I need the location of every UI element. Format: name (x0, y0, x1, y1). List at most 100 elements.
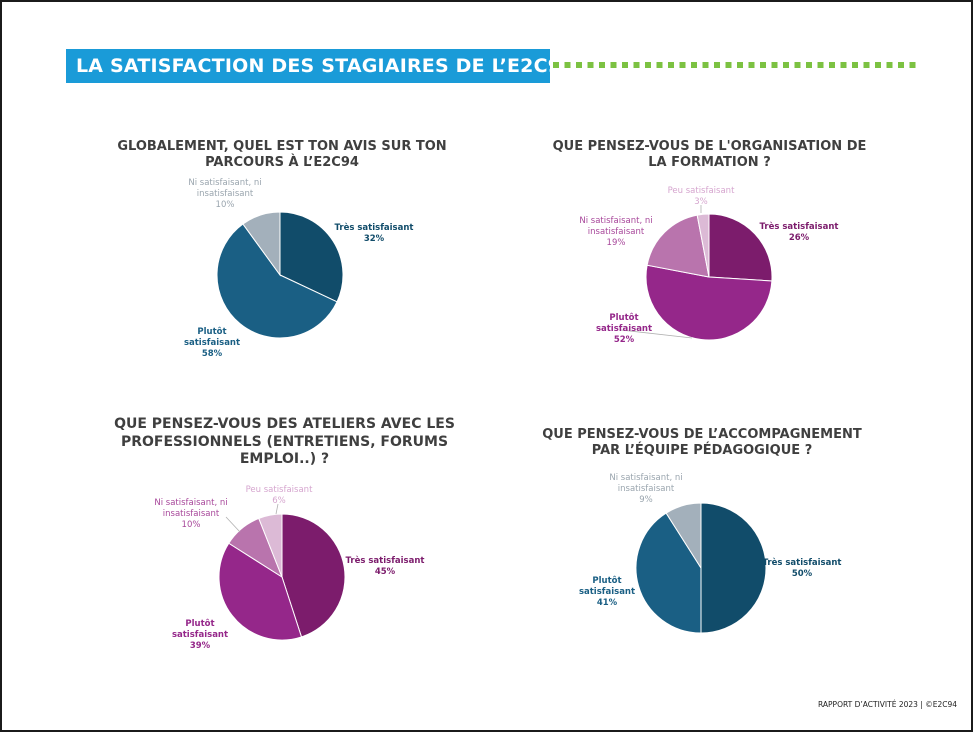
leader-line (620, 329, 693, 339)
header-dot (760, 62, 766, 68)
pie-slice (696, 213, 710, 278)
pie-slice (646, 214, 710, 278)
header-dot (714, 62, 720, 68)
chart-title-line: QUE PENSEZ-VOUS DE L'ORGANISATION DE (552, 139, 867, 154)
slice-label: Plutôt satisfaisant 39% (172, 618, 228, 651)
chart-title-line: GLOBALEMENT, QUEL EST TON AVIS SUR TON (117, 139, 447, 154)
header-dot (553, 62, 559, 68)
slice-label-line: insatisfaisant (197, 189, 254, 199)
header-dot (576, 62, 582, 68)
slice-label-line: Très satisfaisant (760, 221, 839, 232)
header-dot (909, 62, 916, 68)
header-dot (794, 62, 801, 68)
page-title: LA SATISFACTION DES STAGIAIRES DE L’E2C9… (76, 55, 575, 77)
pie-slice (645, 264, 773, 341)
slice-label-line: insatisfaisant (618, 484, 675, 494)
slice-value-label: 52% (614, 335, 635, 345)
slice-label-line: Plutôt (185, 618, 214, 629)
header-dot (633, 62, 640, 68)
slice-value-label: 39% (190, 641, 211, 651)
slice-label-line: satisfaisant (172, 630, 228, 640)
header-dot (771, 62, 778, 68)
header-dot (702, 62, 709, 68)
slice-label-line: Ni satisfaisant, ni (609, 473, 682, 483)
slice-value-label: 3% (694, 197, 708, 207)
chart-title-line: EMPLOI..) ? (239, 451, 330, 467)
pie-slice (281, 513, 346, 638)
slice-label-line: insatisfaisant (163, 509, 220, 519)
slice-value-label: 19% (607, 238, 626, 248)
slice-label-line: insatisfaisant (588, 227, 645, 237)
pie-slice (216, 223, 338, 339)
header-dot (886, 62, 893, 68)
header-dot (875, 62, 881, 68)
slice-label-line: Ni satisfaisant, ni (154, 498, 227, 508)
slice-value-label: 10% (182, 520, 201, 530)
chart-4-pie: Très satisfaisant 50% Plutôt satisfaisant 41… (579, 473, 842, 634)
chart-4-title: QUE PENSEZ-VOUS DE L’ACCOMPAGNEMENT PAR L… (532, 427, 872, 460)
slice-label-line: Peu satisfaisant (668, 186, 735, 196)
chart-1-pie: Très satisfaisant 32% Plutôt satisfaisant 58… (184, 178, 414, 359)
slice-label: Peu satisfaisant 3% (668, 186, 735, 207)
pie-slice (708, 213, 773, 282)
slice-label-line: satisfaisant (579, 587, 635, 597)
slice-label: Ni satisfaisant, ni insatisfaisant 10% (154, 498, 227, 530)
header-dot (645, 62, 651, 68)
slice-label: Peu satisfaisant 6% (246, 485, 313, 506)
slice-value-label: 32% (364, 234, 385, 244)
header-dot (863, 62, 870, 68)
chart-title-line: LA FORMATION ? (648, 155, 771, 171)
pie-slice (242, 211, 281, 277)
chart-3-title: QUE PENSEZ-VOUS DES ATELIERS AVEC LES PRO… (97, 416, 472, 469)
header-dot (668, 62, 674, 68)
slice-label: Plutôt satisfaisant 58% (184, 326, 240, 359)
slice-label-line: Plutôt (609, 312, 638, 323)
chart-title-line: PAR L’ÉQUIPE PÉDAGOGIQUE ? (591, 443, 813, 459)
pie-slice (665, 502, 702, 570)
pie-slice (279, 211, 344, 303)
slice-label: Très satisfaisant 26% (760, 221, 839, 243)
chart-2-title: QUE PENSEZ-VOUS DE L'ORGANISATION DE LA F… (547, 139, 872, 172)
header-dot (610, 62, 617, 68)
chart-2-pie: Très satisfaisant 26% Plutôt satisfaisant 52… (579, 186, 839, 345)
slice-label-line: Très satisfaisant (346, 555, 425, 566)
chart-title-line: QUE PENSEZ-VOUS DE L’ACCOMPAGNEMENT (542, 427, 862, 442)
chart-1-title: GLOBALEMENT, QUEL EST TON AVIS SUR TON PA… (117, 139, 447, 172)
leader-line (225, 516, 241, 533)
slice-label: Très satisfaisant 32% (335, 222, 414, 244)
header-dot (783, 62, 789, 68)
header-dot (725, 62, 732, 68)
slice-value-label: 6% (272, 496, 286, 506)
slice-label-line: Plutôt (592, 575, 621, 586)
slice-label-line: Plutôt (197, 326, 226, 337)
slice-label: Plutôt satisfaisant 41% (579, 575, 635, 608)
header-dot (599, 62, 605, 68)
leader-line (275, 503, 279, 515)
slice-label: Ni satisfaisant, ni insatisfaisant 19% (579, 216, 652, 248)
slice-label-line: satisfaisant (184, 338, 240, 348)
header-dot (829, 62, 835, 68)
header-dot (656, 62, 663, 68)
slice-label-line: Très satisfaisant (763, 557, 842, 568)
pie-slice (700, 502, 767, 634)
slice-value-label: 58% (202, 349, 223, 359)
header-dot (564, 62, 571, 68)
chart-title-line: PROFESSIONNELS (ENTRETIENS, FORUMS (120, 433, 449, 450)
header-dot (737, 62, 743, 68)
chart-title-line: PARCOURS À L’E2C94 (205, 155, 359, 171)
slice-label: Ni satisfaisant, ni insatisfaisant 10% (188, 178, 261, 210)
pie-slice (258, 513, 283, 578)
slice-label-line: Très satisfaisant (335, 222, 414, 233)
header-dotted-line (553, 62, 916, 68)
header-dot (806, 62, 812, 68)
chart-title-line: QUE PENSEZ-VOUS DES ATELIERS AVEC LES (114, 416, 455, 432)
slice-label-line: Peu satisfaisant (246, 485, 313, 495)
slice-value-label: 50% (792, 569, 813, 579)
header-dot (587, 62, 594, 68)
header-dot (748, 62, 755, 68)
header-dot (817, 62, 824, 68)
slice-value-label: 26% (789, 233, 810, 243)
slice-label-line: Ni satisfaisant, ni (188, 178, 261, 188)
slice-value-label: 9% (639, 495, 653, 505)
